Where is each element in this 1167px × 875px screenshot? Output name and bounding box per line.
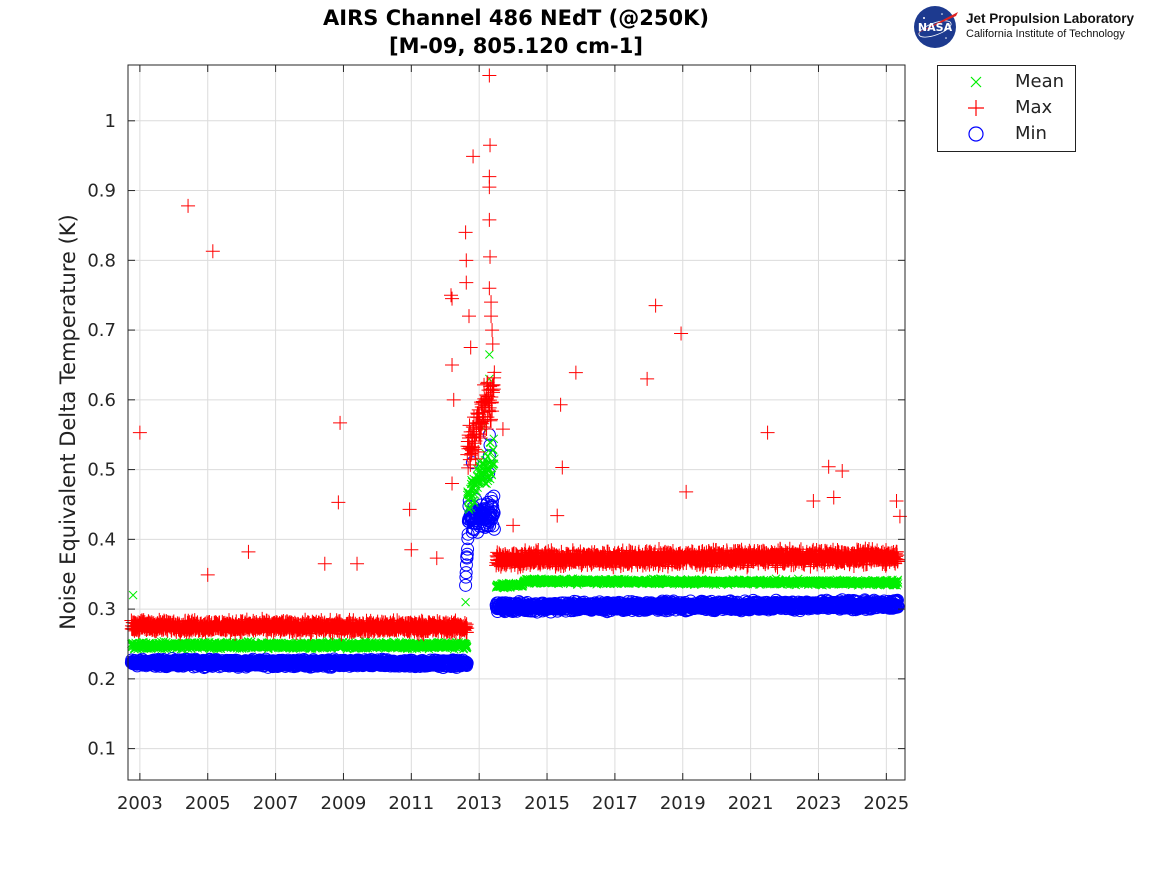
chart-title: AIRS Channel 486 NEdT (@250K) [M-09, 805… (216, 4, 816, 60)
data-points (124, 68, 907, 675)
nasa-meatball-icon: NASA (914, 6, 958, 48)
jpl-logo: NASA Jet Propulsion Laboratory Californi… (912, 4, 1152, 50)
caltech-name: California Institute of Technology (966, 28, 1125, 40)
jpl-name: Jet Propulsion Laboratory (966, 11, 1135, 26)
title-line-2: [M-09, 805.120 cm-1] (389, 34, 643, 58)
title-line-1: AIRS Channel 486 NEdT (@250K) (323, 6, 709, 30)
